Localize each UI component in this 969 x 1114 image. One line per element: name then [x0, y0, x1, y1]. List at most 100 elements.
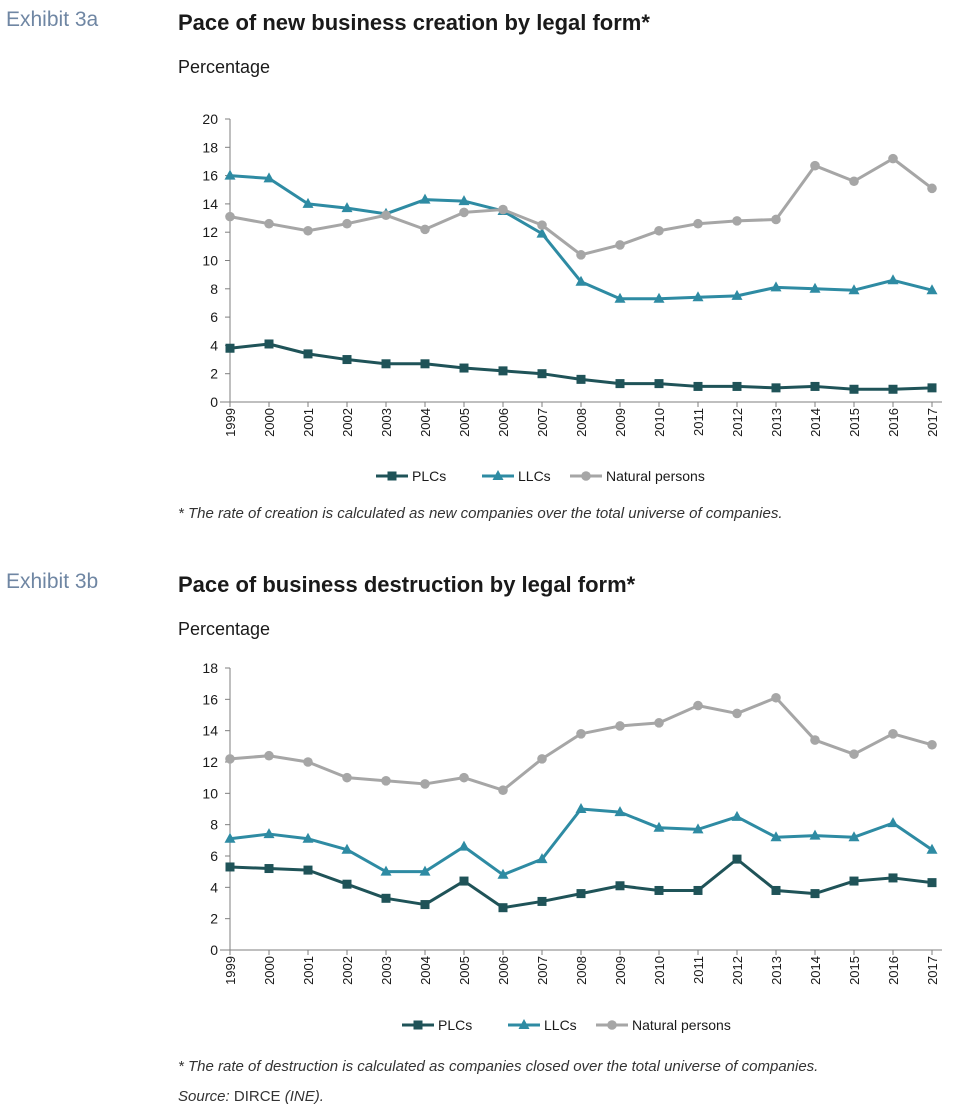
- exhibit-label: Exhibit 3b: [6, 570, 99, 593]
- data-point-plcs: [459, 363, 469, 373]
- x-tick-label: 2007: [535, 956, 550, 985]
- data-point-plcs: [225, 862, 235, 872]
- data-point-natural-persons: [654, 718, 664, 728]
- y-tick-label: 6: [210, 848, 218, 864]
- footnote: * The rate of creation is calculated as …: [178, 505, 783, 522]
- data-point-natural-persons: [420, 779, 430, 789]
- data-point-natural-persons: [459, 207, 469, 218]
- data-point-plcs: [264, 864, 274, 874]
- line-chart-creation: 0 2 4 6 8 10 12 14 16 18 20 1999 2000 2001 2002 2003 200…: [202, 111, 942, 484]
- data-point-llcs: [341, 202, 353, 213]
- data-point-natural-persons: [771, 692, 781, 703]
- data-point-natural-persons: [303, 757, 313, 767]
- x-tick-label: 2004: [418, 956, 433, 985]
- data-point-natural-persons: [420, 224, 430, 235]
- data-point-natural-persons: [888, 729, 898, 739]
- data-point-natural-persons: [381, 776, 391, 786]
- data-point-plcs: [849, 384, 859, 394]
- data-point-plcs: [927, 878, 937, 888]
- data-point-plcs: [654, 885, 664, 895]
- x-tick-label: 2005: [457, 408, 472, 437]
- data-point-natural-persons: [537, 220, 547, 230]
- y-tick-label: 8: [210, 281, 218, 297]
- data-point-plcs: [771, 383, 781, 393]
- y-tick-label: 0: [210, 394, 218, 410]
- data-point-plcs: [732, 854, 742, 864]
- y-tick-label: 20: [202, 111, 218, 127]
- data-point-natural-persons: [225, 754, 235, 764]
- data-point-plcs: [420, 900, 430, 910]
- data-point-llcs: [224, 169, 236, 180]
- data-point-llcs: [575, 803, 587, 813]
- x-tick-label: 2012: [730, 408, 745, 437]
- data-point-llcs: [653, 292, 665, 303]
- y-tick-label: 12: [202, 224, 218, 240]
- data-point-plcs: [615, 881, 625, 891]
- series-llcs: [224, 803, 938, 879]
- data-point-plcs: [615, 379, 625, 389]
- y-tick-label: 10: [202, 253, 218, 269]
- chart-title: Pace of new business creation by legal f…: [178, 10, 650, 35]
- source-suffix: (INE).: [280, 1088, 324, 1105]
- x-tick-label: 2013: [769, 408, 784, 437]
- x-tick-label: 2016: [886, 408, 901, 437]
- legend-marker-llcs: [518, 1019, 530, 1029]
- data-point-llcs: [458, 840, 470, 851]
- data-point-llcs: [575, 275, 587, 286]
- data-point-llcs: [848, 831, 860, 842]
- x-tick-label: 1999: [223, 408, 238, 437]
- y-tick-label: 2: [210, 366, 218, 382]
- x-tick-label: 2008: [574, 408, 589, 437]
- data-point-natural-persons: [771, 214, 781, 225]
- x-tick-label: 2009: [613, 956, 628, 985]
- data-point-natural-persons: [303, 225, 313, 236]
- legend-label-llcs: LLCs: [544, 1017, 577, 1033]
- data-point-natural-persons: [888, 153, 898, 164]
- legend-label-plcs: PLCs: [412, 468, 446, 484]
- x-tick-label: 2005: [457, 956, 472, 985]
- data-point-natural-persons: [654, 225, 664, 236]
- legend-marker-plcs: [387, 471, 397, 481]
- data-point-plcs: [303, 865, 313, 875]
- data-point-plcs: [537, 369, 547, 379]
- data-point-natural-persons: [225, 211, 235, 222]
- data-point-plcs: [576, 889, 586, 899]
- data-point-llcs: [692, 291, 704, 302]
- data-point-natural-persons: [342, 218, 352, 229]
- y-tick-label: 18: [202, 139, 218, 155]
- data-point-natural-persons: [498, 204, 508, 215]
- data-point-llcs: [263, 828, 275, 839]
- data-point-plcs: [459, 876, 469, 886]
- line-chart-destruction: 0 2 4 6 8 10 12 14 16 18 1999 2000 2001 2002 2003 2004 2…: [202, 660, 942, 1033]
- x-tick-label: 2003: [379, 956, 394, 985]
- chart-subtitle: Percentage: [178, 57, 271, 77]
- source-note: Source: DIRCE (INE).: [178, 1088, 324, 1105]
- data-point-plcs: [693, 381, 703, 391]
- data-point-natural-persons: [849, 749, 859, 759]
- x-tick-label: 2001: [301, 408, 316, 437]
- data-point-natural-persons: [381, 210, 391, 221]
- y-tick-label: 6: [210, 309, 218, 325]
- data-point-plcs: [771, 885, 781, 895]
- legend-label-natural-persons: Natural persons: [606, 468, 705, 484]
- data-point-plcs: [654, 379, 664, 389]
- x-tick-label: 2009: [613, 408, 628, 437]
- x-tick-label: 2010: [652, 408, 667, 437]
- source-name: DIRCE: [233, 1088, 281, 1105]
- data-point-natural-persons: [342, 772, 352, 783]
- y-tick-label: 10: [202, 785, 218, 801]
- data-point-llcs: [731, 810, 743, 821]
- x-tick-label: 2010: [652, 956, 667, 985]
- series-line-natural-persons: [229, 696, 933, 792]
- data-point-plcs: [381, 359, 391, 369]
- data-point-natural-persons: [498, 785, 508, 795]
- y-tick-label: 18: [202, 660, 218, 676]
- data-point-plcs: [303, 349, 313, 359]
- data-point-plcs: [810, 381, 820, 391]
- y-tick-label: 14: [202, 196, 218, 212]
- x-tick-label: 2015: [847, 956, 862, 985]
- data-point-natural-persons: [693, 218, 703, 229]
- data-point-plcs: [342, 355, 352, 365]
- series-natural-persons: [225, 692, 937, 795]
- data-point-llcs: [263, 172, 275, 183]
